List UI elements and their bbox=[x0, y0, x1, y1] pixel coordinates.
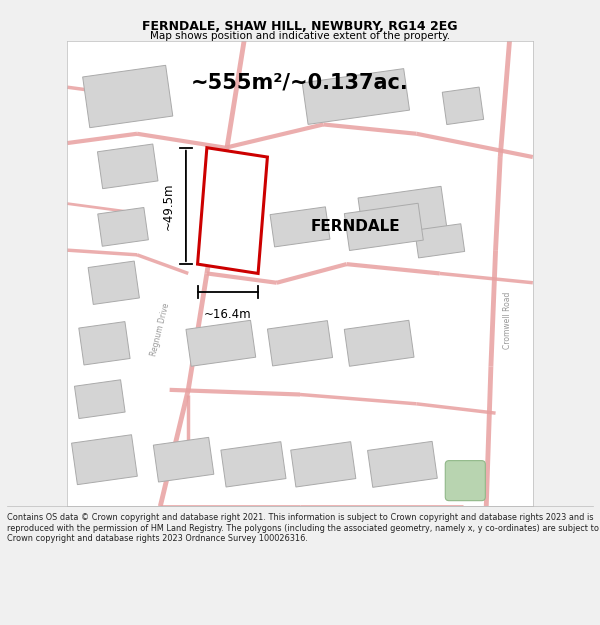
Polygon shape bbox=[442, 87, 484, 124]
Polygon shape bbox=[88, 261, 139, 304]
Text: FERNDALE: FERNDALE bbox=[311, 219, 401, 234]
Text: Cromwell Road: Cromwell Road bbox=[503, 291, 512, 349]
Polygon shape bbox=[291, 442, 356, 487]
Polygon shape bbox=[358, 186, 447, 239]
FancyBboxPatch shape bbox=[445, 461, 485, 501]
Text: Map shows position and indicative extent of the property.: Map shows position and indicative extent… bbox=[150, 31, 450, 41]
Polygon shape bbox=[97, 144, 158, 189]
Polygon shape bbox=[197, 148, 268, 274]
Polygon shape bbox=[344, 320, 414, 366]
Text: ~49.5m: ~49.5m bbox=[161, 182, 174, 229]
Polygon shape bbox=[98, 208, 148, 246]
Text: Contains OS data © Crown copyright and database right 2021. This information is : Contains OS data © Crown copyright and d… bbox=[7, 513, 599, 543]
Polygon shape bbox=[270, 207, 330, 247]
Polygon shape bbox=[268, 321, 332, 366]
Text: FERNDALE, SHAW HILL, NEWBURY, RG14 2EG: FERNDALE, SHAW HILL, NEWBURY, RG14 2EG bbox=[142, 20, 458, 33]
Polygon shape bbox=[83, 65, 173, 128]
Polygon shape bbox=[186, 320, 256, 366]
Polygon shape bbox=[344, 203, 423, 251]
Polygon shape bbox=[221, 442, 286, 487]
Polygon shape bbox=[79, 322, 130, 365]
Polygon shape bbox=[154, 438, 214, 482]
Polygon shape bbox=[302, 69, 410, 124]
Polygon shape bbox=[71, 435, 137, 484]
Polygon shape bbox=[415, 224, 464, 258]
Polygon shape bbox=[368, 441, 437, 488]
Text: Regnum Drive: Regnum Drive bbox=[149, 302, 171, 357]
Text: ~555m²/~0.137ac.: ~555m²/~0.137ac. bbox=[191, 72, 409, 92]
Polygon shape bbox=[74, 380, 125, 419]
Text: ~16.4m: ~16.4m bbox=[204, 308, 251, 321]
